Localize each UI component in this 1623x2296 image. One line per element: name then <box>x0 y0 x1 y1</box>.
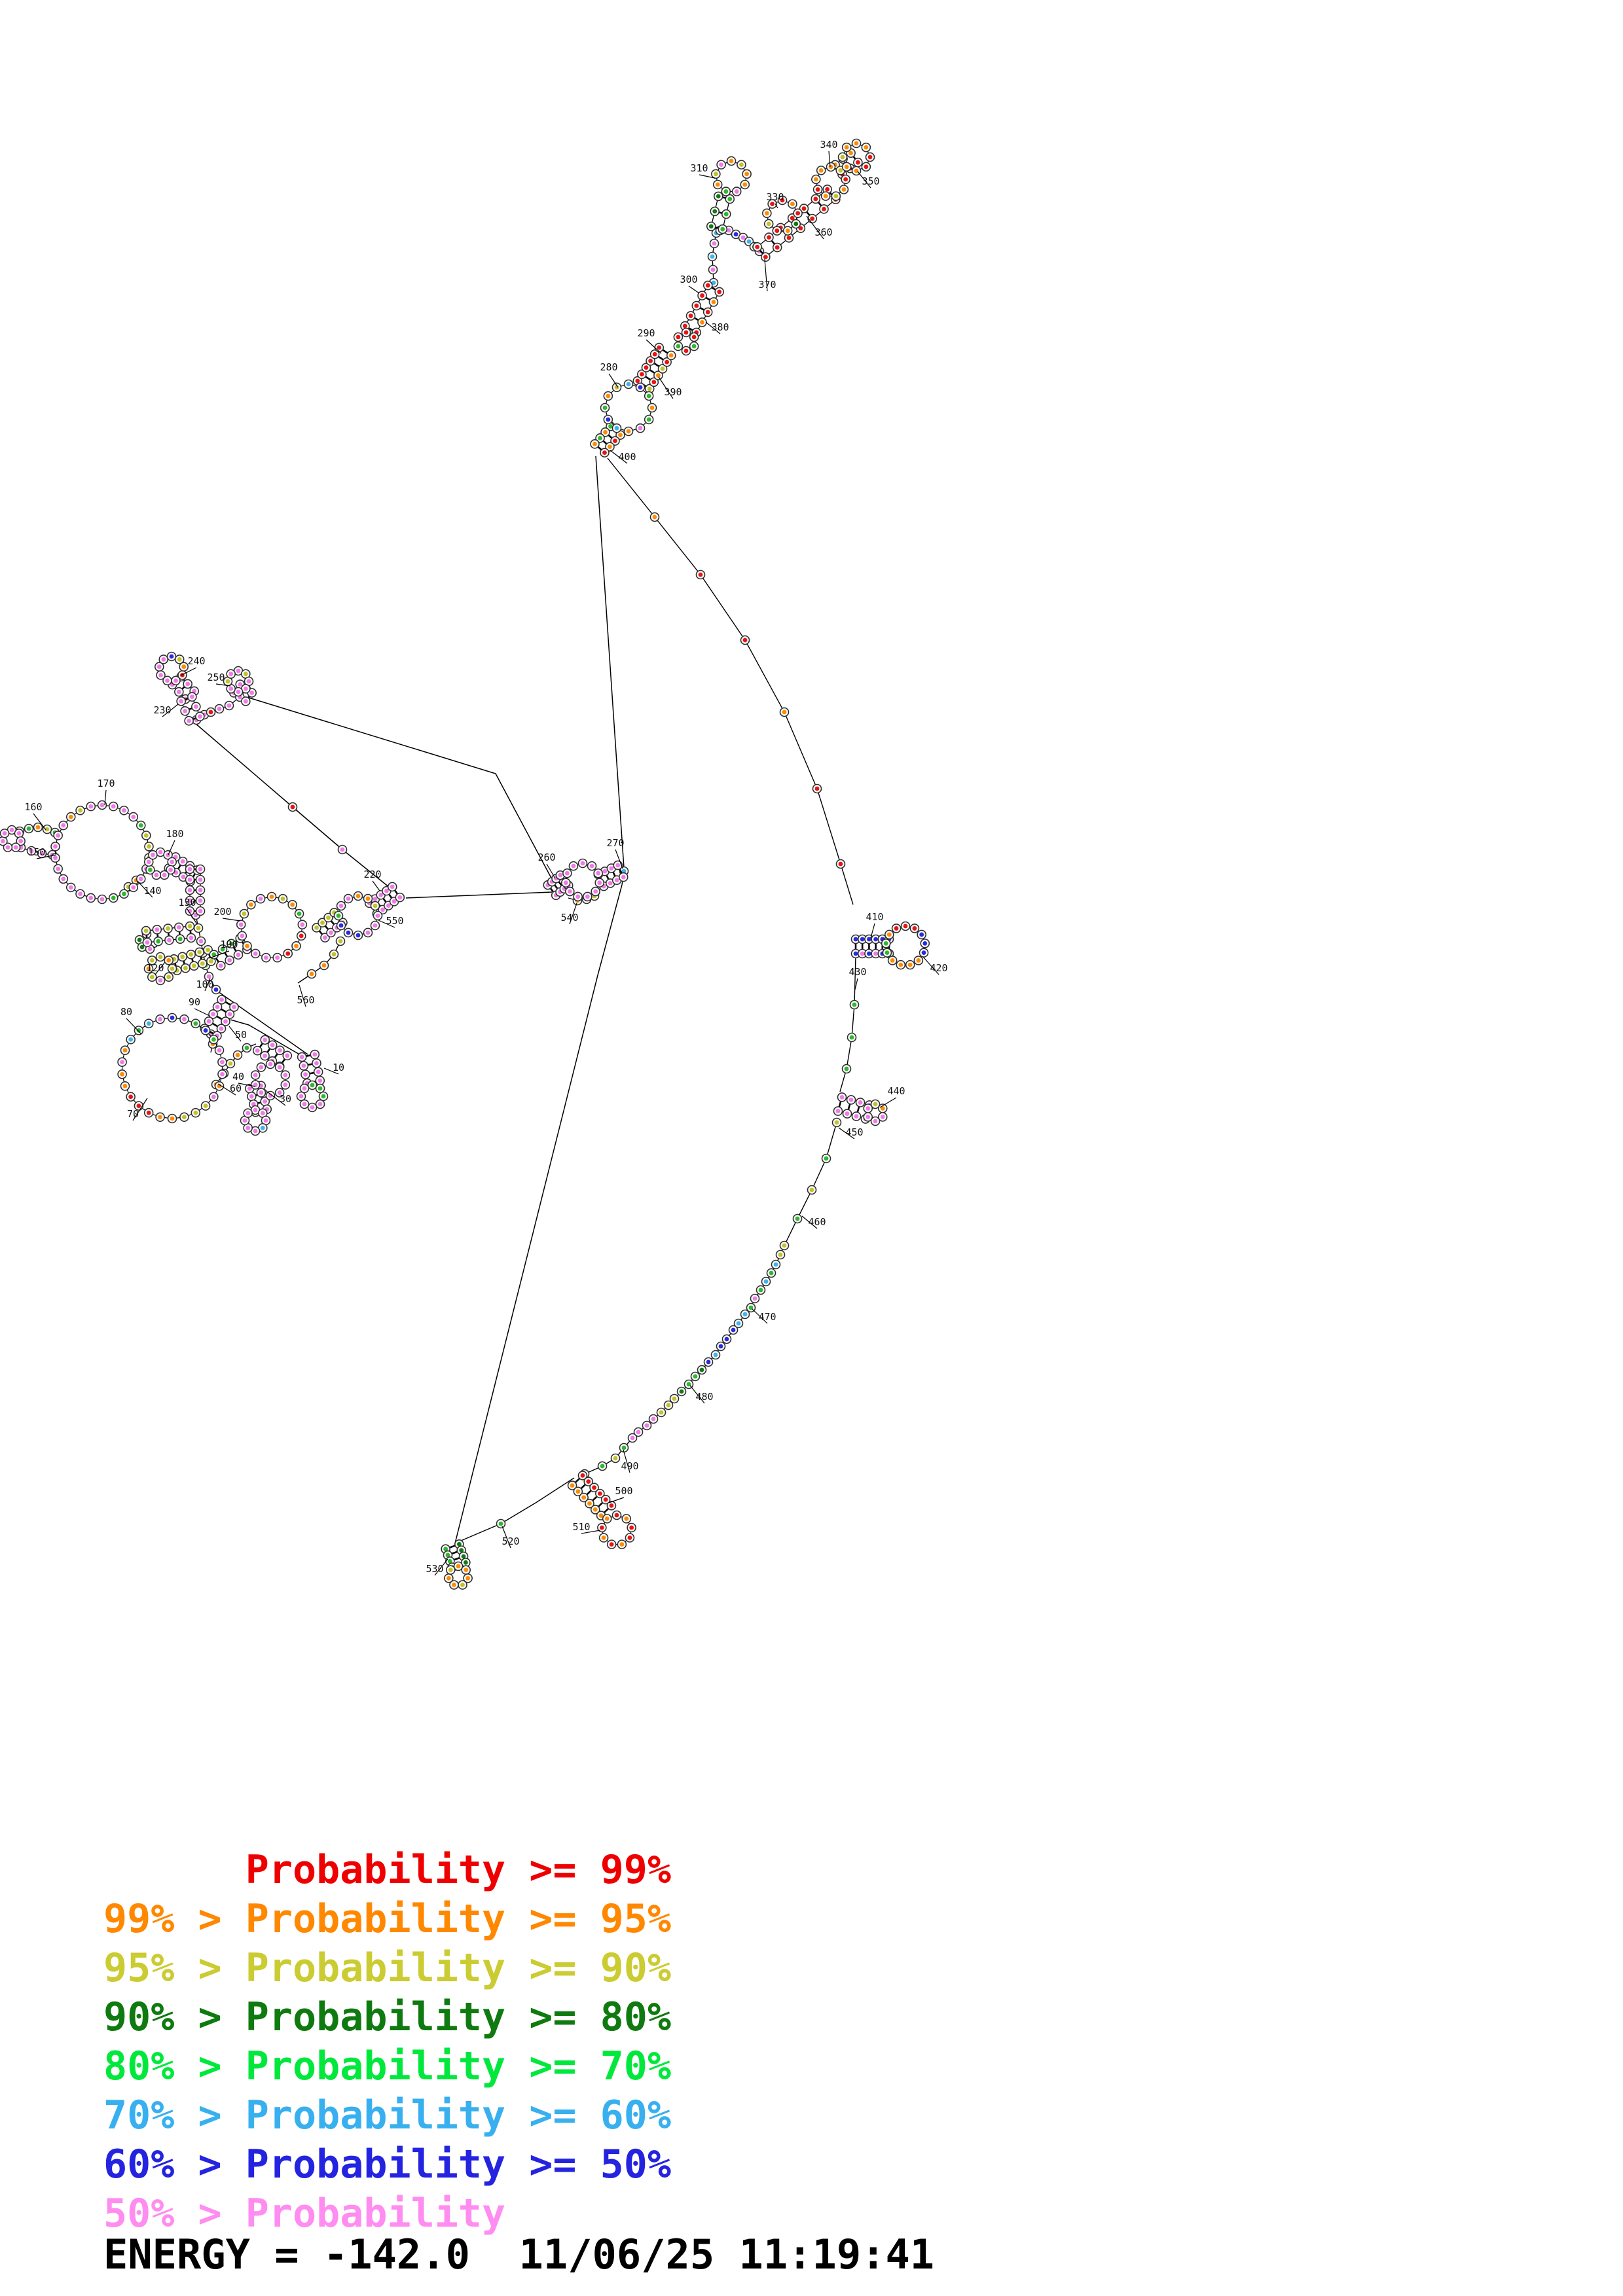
position-label-260: 260 <box>538 852 555 863</box>
position-label-200: 200 <box>213 906 231 918</box>
position-label-490: 490 <box>621 1460 638 1472</box>
energy-readout: ENERGY = -142.0 11/06/25 11:19:41 <box>103 2231 935 2278</box>
position-label-250: 250 <box>207 672 225 683</box>
position-label-370: 370 <box>758 279 776 291</box>
position-label-560: 560 <box>297 994 314 1006</box>
position-label-480: 480 <box>695 1391 713 1403</box>
position-label-430: 430 <box>848 966 866 978</box>
position-label-540: 540 <box>560 912 578 924</box>
position-label-420: 420 <box>930 962 947 974</box>
position-label-400: 400 <box>618 451 636 463</box>
loop-circles <box>0 138 930 1590</box>
position-label-160: 160 <box>24 801 42 813</box>
helix-ladders <box>141 148 894 1572</box>
position-label-100: 100 <box>196 978 213 990</box>
position-label-440: 440 <box>887 1085 905 1097</box>
position-label-240: 240 <box>187 655 205 667</box>
position-label-180: 180 <box>166 828 183 840</box>
legend-row-1: Probability >= 99% <box>245 1847 671 1893</box>
position-label-530: 530 <box>426 1563 443 1575</box>
backbone-connection-lines <box>194 456 625 1544</box>
position-label-10: 10 <box>333 1062 344 1073</box>
position-label-270: 270 <box>606 837 624 849</box>
position-label-520: 520 <box>501 1535 519 1547</box>
position-label-310: 310 <box>690 162 708 174</box>
position-label-550: 550 <box>386 915 403 927</box>
position-label-40: 40 <box>232 1071 244 1083</box>
position-label-380: 380 <box>711 321 729 333</box>
position-label-300: 300 <box>680 274 697 285</box>
legend-row-8: 50% > Probability <box>103 2191 506 2236</box>
position-label-150: 150 <box>27 846 45 858</box>
position-label-50: 50 <box>235 1029 247 1041</box>
position-label-190: 190 <box>220 939 238 950</box>
position-label-450: 450 <box>845 1126 863 1138</box>
position-label-470: 470 <box>758 1311 776 1323</box>
legend-row-6: 70% > Probability >= 60% <box>103 2092 671 2138</box>
position-labels: 10 30 40 50 60 70 80 90 100 120 130 140 150 160 170 180… <box>24 139 948 1576</box>
legend-row-5: 80% > Probability >= 70% <box>103 2043 671 2089</box>
position-label-510: 510 <box>572 1521 590 1533</box>
position-label-70: 70 <box>127 1108 139 1120</box>
position-label-230: 230 <box>153 704 171 716</box>
position-label-290: 290 <box>637 327 655 339</box>
position-label-90: 90 <box>189 996 200 1008</box>
position-label-280: 280 <box>600 361 617 373</box>
position-label-220: 220 <box>363 869 381 880</box>
position-label-140: 140 <box>143 885 161 897</box>
position-label-30: 30 <box>280 1093 291 1105</box>
position-label-80: 80 <box>120 1006 132 1018</box>
position-label-410: 410 <box>866 911 883 923</box>
position-label-60: 60 <box>230 1083 242 1094</box>
legend-row-2: 99% > Probability >= 95% <box>103 1896 671 1942</box>
position-label-350: 350 <box>862 175 879 187</box>
legend-row-4: 90% > Probability >= 80% <box>103 1994 671 2040</box>
legend-row-7: 60% > Probability >= 50% <box>103 2142 671 2187</box>
legend-row-3: 95% > Probability >= 90% <box>103 1945 671 1991</box>
nucleotide-chains <box>14 225 860 1543</box>
position-label-170: 170 <box>97 778 115 789</box>
position-label-130: 130 <box>178 897 196 908</box>
position-label-460: 460 <box>808 1216 826 1228</box>
probability-legend: Probability >= 99% 99% > Probability >= 9… <box>103 1846 671 2238</box>
position-label-360: 360 <box>814 226 832 238</box>
position-label-330: 330 <box>766 191 784 203</box>
position-label-120: 120 <box>146 962 164 974</box>
position-label-340: 340 <box>820 139 837 151</box>
position-label-390: 390 <box>664 386 682 398</box>
position-label-500: 500 <box>615 1485 632 1497</box>
